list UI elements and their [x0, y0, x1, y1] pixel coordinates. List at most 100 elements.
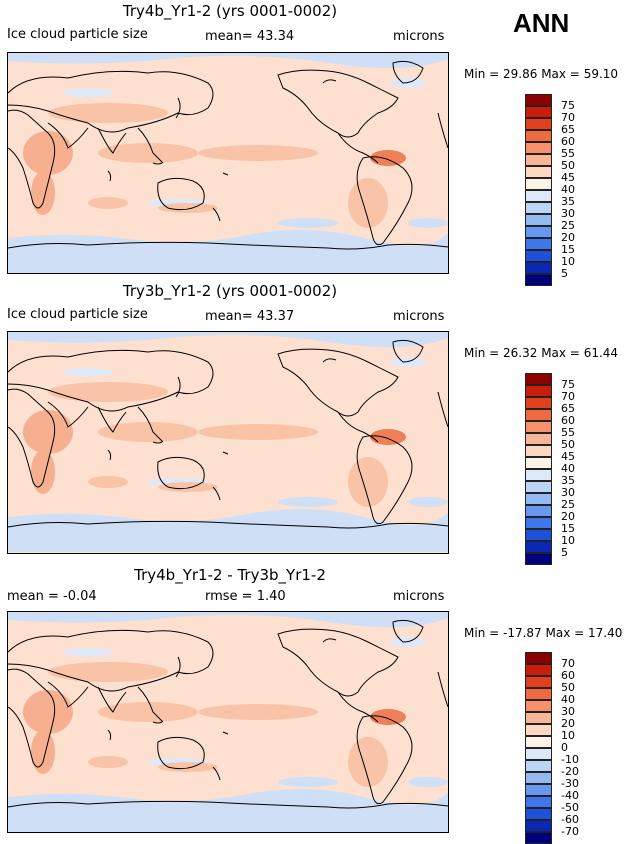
- panel3-mean: mean = -0.04: [7, 589, 97, 604]
- colorbar-swatch: [525, 736, 552, 748]
- colorbar-label: 65: [561, 123, 575, 136]
- panel1-minmax: Min = 29.86 Max = 59.10: [464, 67, 618, 81]
- panel1-max-value: 59.10: [583, 67, 619, 81]
- panel1-variable-label: Ice cloud particle size: [7, 27, 148, 42]
- colorbar-label: -70: [561, 825, 579, 838]
- colorbar-swatch: [525, 262, 552, 274]
- colorbar-swatch: [525, 517, 552, 529]
- colorbar-swatch: [525, 445, 552, 457]
- panel1-max-label: Max =: [541, 67, 580, 81]
- colorbar-label: 40: [561, 183, 575, 196]
- colorbar-label: 25: [561, 498, 575, 511]
- colorbar-label: 15: [561, 522, 575, 535]
- panel2-variable-label: Ice cloud particle size: [7, 307, 148, 322]
- colorbar-swatch: [525, 772, 552, 784]
- panel2-mean: mean= 43.37: [205, 309, 295, 324]
- colorbar-label: 35: [561, 195, 575, 208]
- colorbar-swatch: [525, 493, 552, 505]
- colorbar-label: 5: [561, 267, 568, 280]
- panel1-map: [7, 52, 449, 274]
- colorbar-label: 20: [561, 510, 575, 523]
- colorbar-label: 30: [561, 486, 575, 499]
- colorbar-swatch: [525, 700, 552, 712]
- panel1-units: microns: [393, 29, 445, 44]
- colorbar-swatch: [525, 541, 552, 553]
- colorbar-swatch: [525, 760, 552, 772]
- panel2-units: microns: [393, 309, 445, 324]
- colorbar-label: 60: [561, 669, 575, 682]
- colorbar-swatch: [525, 130, 552, 142]
- colorbar-swatch: [525, 166, 552, 178]
- colorbar-label: 60: [561, 135, 575, 148]
- colorbar-label: -20: [561, 765, 579, 778]
- colorbar-swatch: [525, 385, 552, 397]
- colorbar-label: 20: [561, 231, 575, 244]
- colorbar-swatch: [525, 94, 552, 106]
- panel1-min-value: 29.86: [503, 67, 538, 81]
- colorbar-swatch: [525, 118, 552, 130]
- panel2-min-label: Min =: [464, 346, 500, 360]
- colorbar-swatch: [525, 688, 552, 700]
- colorbar-label: -60: [561, 813, 579, 826]
- colorbar-label: 20: [561, 717, 575, 730]
- colorbar-swatch: [525, 154, 552, 166]
- colorbar-swatch: [525, 820, 552, 832]
- panel3-min-label: Min =: [464, 626, 500, 640]
- colorbar-label: 0: [561, 741, 568, 754]
- colorbar-swatch: [525, 433, 552, 445]
- panel1-min-label: Min =: [464, 67, 500, 81]
- colorbar-swatch: [525, 469, 552, 481]
- colorbar-swatch: [525, 409, 552, 421]
- colorbar-swatch: [525, 724, 552, 736]
- colorbar-swatch: [525, 397, 552, 409]
- colorbar-swatch: [525, 421, 552, 433]
- panel2-max-value: 61.44: [583, 346, 619, 360]
- colorbar-swatch: [525, 250, 552, 262]
- panel3-minmax: Min = -17.87 Max = 17.40: [464, 626, 622, 640]
- colorbar-label: -30: [561, 777, 579, 790]
- panel2-map: [7, 331, 449, 554]
- colorbar-swatch: [525, 106, 552, 118]
- colorbar-swatch: [525, 676, 552, 688]
- colorbar-label: 65: [561, 402, 575, 415]
- panel1-mean: mean= 43.34: [205, 29, 295, 44]
- panel3-rmse: rmse = 1.40: [205, 589, 286, 604]
- colorbar-label: 25: [561, 219, 575, 232]
- panel3-max-value: 17.40: [588, 626, 623, 640]
- panel2-min-value: 26.32: [503, 346, 538, 360]
- season-label: ANN: [513, 8, 570, 38]
- colorbar-label: 45: [561, 450, 575, 463]
- colorbar-label: 35: [561, 474, 575, 487]
- colorbar-swatch: [525, 529, 552, 541]
- colorbar-label: -10: [561, 753, 579, 766]
- panel3-min-value: -17.87: [503, 626, 542, 640]
- colorbar-label: 5: [561, 546, 568, 559]
- colorbar-swatch: [525, 373, 552, 385]
- colorbar-swatch: [525, 808, 552, 820]
- panel3-map: [7, 611, 449, 833]
- colorbar-label: 70: [561, 390, 575, 403]
- panel3-colorbar: 70 60 50 40 30 20 10 0 -10 -20 -30 -40 -50 -60 -70: [525, 652, 579, 844]
- colorbar-swatch: [525, 664, 552, 676]
- panel2-max-label: Max =: [541, 346, 580, 360]
- colorbar-label: 40: [561, 462, 575, 475]
- colorbar-label: 75: [561, 378, 575, 391]
- colorbar-label: 15: [561, 243, 575, 256]
- colorbar-swatch: [525, 712, 552, 724]
- colorbar-swatch: [525, 274, 552, 286]
- panel3-title: Try4b_Yr1-2 - Try3b_Yr1-2: [134, 566, 326, 584]
- colorbar-swatch: [525, 202, 552, 214]
- colorbar-swatch: [525, 832, 552, 844]
- colorbar-label: 50: [561, 438, 575, 451]
- colorbar-label: 55: [561, 147, 575, 160]
- colorbar-label: 10: [561, 255, 575, 268]
- colorbar-label: 70: [561, 657, 575, 670]
- colorbar-swatch: [525, 748, 552, 760]
- colorbar-swatch: [525, 505, 552, 517]
- panel2-title: Try3b_Yr1-2 (yrs 0001-0002): [122, 282, 338, 300]
- colorbar-label: 10: [561, 729, 575, 742]
- colorbar-swatch: [525, 190, 552, 202]
- colorbar-swatch: [525, 238, 552, 250]
- colorbar-label: 70: [561, 111, 575, 124]
- panel1-title: Try4b_Yr1-2 (yrs 0001-0002): [122, 2, 338, 20]
